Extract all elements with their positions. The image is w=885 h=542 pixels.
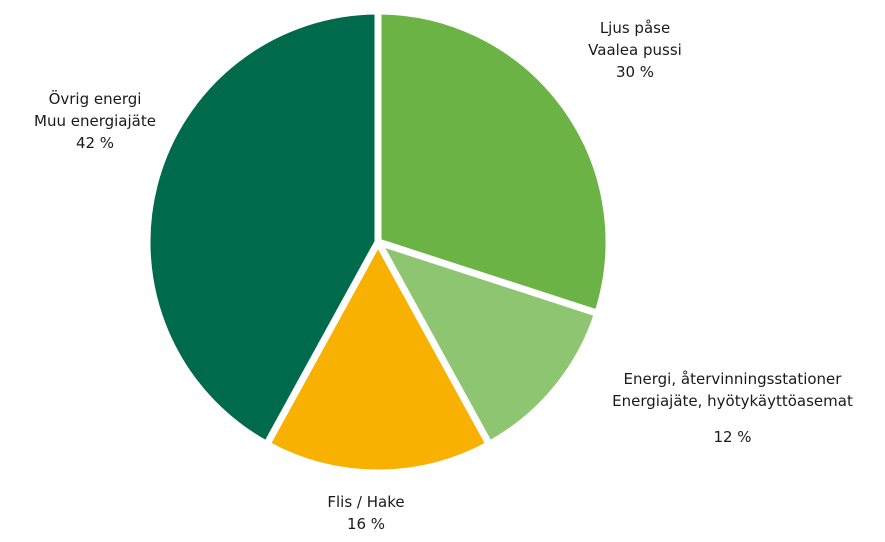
label-energi-atervinning-value: 12 % bbox=[713, 428, 752, 446]
label-flis-hake-line1: Flis / Hake bbox=[327, 493, 405, 511]
label-flis-hake: Flis / Hake 16 % bbox=[306, 491, 426, 535]
label-ljus-pase-value: 30 % bbox=[615, 63, 655, 81]
pie-slice-2 bbox=[370, 235, 603, 450]
pie-slice-4 bbox=[143, 7, 382, 450]
label-flis-hake-value: 16 % bbox=[346, 515, 386, 533]
pie-slices bbox=[143, 7, 613, 477]
pie-slice-1 bbox=[374, 7, 613, 318]
label-ljus-pase: Ljus påse Vaalea pussi 30 % bbox=[560, 17, 710, 83]
label-energi-atervinning-line1: Energi, återvinningsstationer bbox=[623, 370, 842, 388]
label-ovrig-energi-line1: Övrig energi bbox=[48, 90, 142, 108]
label-ljus-pase-line1: Ljus påse bbox=[599, 19, 671, 37]
pie-slice-3 bbox=[261, 234, 495, 477]
label-ovrig-energi-line2: Muu energiajäte bbox=[34, 112, 156, 130]
label-energi-atervinning: Energi, återvinningsstationer Energiajät… bbox=[590, 368, 875, 448]
label-energi-atervinning-line2: Energiajäte, hyötykäyttöasemat bbox=[612, 392, 853, 410]
label-ovrig-energi: Övrig energi Muu energiajäte 42 % bbox=[20, 88, 170, 154]
label-ovrig-energi-value: 42 % bbox=[75, 134, 115, 152]
label-ljus-pase-line2: Vaalea pussi bbox=[588, 41, 682, 59]
